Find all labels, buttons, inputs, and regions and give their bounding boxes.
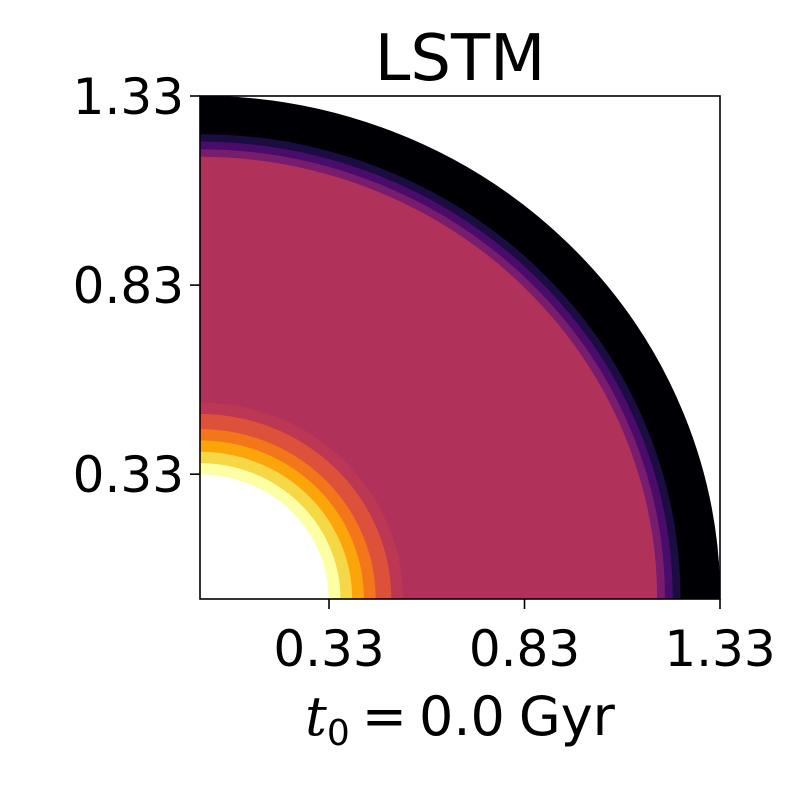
radial-field	[200, 96, 720, 599]
y-tick-label: 1.33	[73, 68, 184, 126]
x-axis-label-equals: =	[362, 685, 407, 748]
y-tick-label: 0.33	[73, 446, 184, 504]
field-band-10	[200, 96, 720, 599]
x-axis-label-symbol: t	[305, 685, 327, 748]
x-tick-label: 0.33	[273, 620, 384, 678]
x-tick-label: 0.83	[469, 620, 580, 678]
axes-frame	[199, 95, 721, 600]
x-axis-label-value: 0.0	[419, 685, 505, 748]
x-axis-label: t0 = 0.0 Gyr	[305, 685, 616, 754]
chart-title: LSTM	[375, 22, 546, 96]
x-axis-label-subscript: 0	[327, 713, 350, 754]
x-axis-label-unit: Gyr	[519, 685, 616, 748]
y-axis: 0.33 0.83 1.33	[73, 68, 200, 504]
x-tick-label: 1.33	[664, 620, 775, 678]
x-axis: 0.33 0.83 1.33	[273, 599, 776, 678]
field-band-6	[200, 156, 658, 599]
y-tick-label: 0.83	[73, 257, 184, 315]
